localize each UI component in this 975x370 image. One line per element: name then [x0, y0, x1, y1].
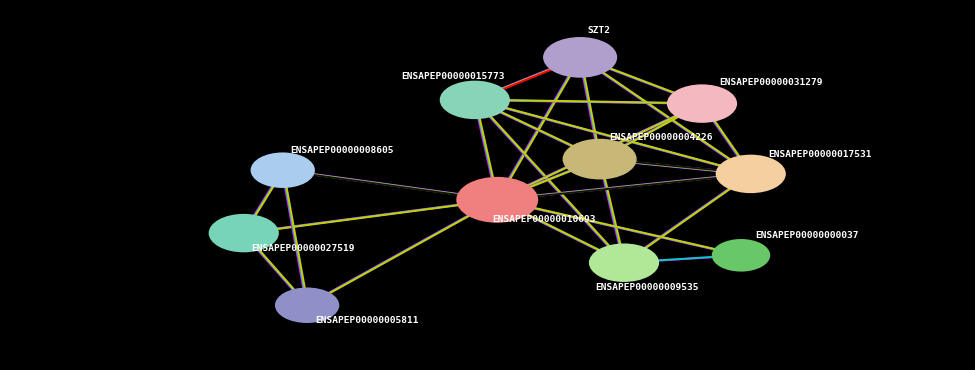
- Ellipse shape: [543, 37, 617, 78]
- Ellipse shape: [275, 287, 339, 323]
- Text: ENSAPEP00000017531: ENSAPEP00000017531: [768, 150, 872, 159]
- Text: ENSAPEP00000008605: ENSAPEP00000008605: [291, 146, 394, 155]
- Text: ENSAPEP00000000037: ENSAPEP00000000037: [756, 231, 859, 240]
- Ellipse shape: [251, 152, 315, 188]
- Ellipse shape: [712, 239, 770, 272]
- Ellipse shape: [456, 177, 538, 223]
- Text: ENSAPEP00000004226: ENSAPEP00000004226: [609, 134, 713, 142]
- Text: ENSAPEP00000027519: ENSAPEP00000027519: [252, 244, 355, 253]
- Text: ENSAPEP00000015773: ENSAPEP00000015773: [402, 73, 505, 81]
- Ellipse shape: [667, 84, 737, 123]
- Ellipse shape: [716, 155, 786, 193]
- Ellipse shape: [563, 139, 637, 179]
- Text: ENSAPEP00000005811: ENSAPEP00000005811: [315, 316, 418, 325]
- Ellipse shape: [440, 81, 510, 119]
- Text: ENSAPEP00000010693: ENSAPEP00000010693: [492, 215, 596, 224]
- Ellipse shape: [589, 243, 659, 282]
- Text: SZT2: SZT2: [588, 26, 611, 35]
- Ellipse shape: [209, 214, 279, 252]
- Text: ENSAPEP00000031279: ENSAPEP00000031279: [720, 78, 823, 87]
- Text: ENSAPEP00000009535: ENSAPEP00000009535: [595, 283, 698, 292]
